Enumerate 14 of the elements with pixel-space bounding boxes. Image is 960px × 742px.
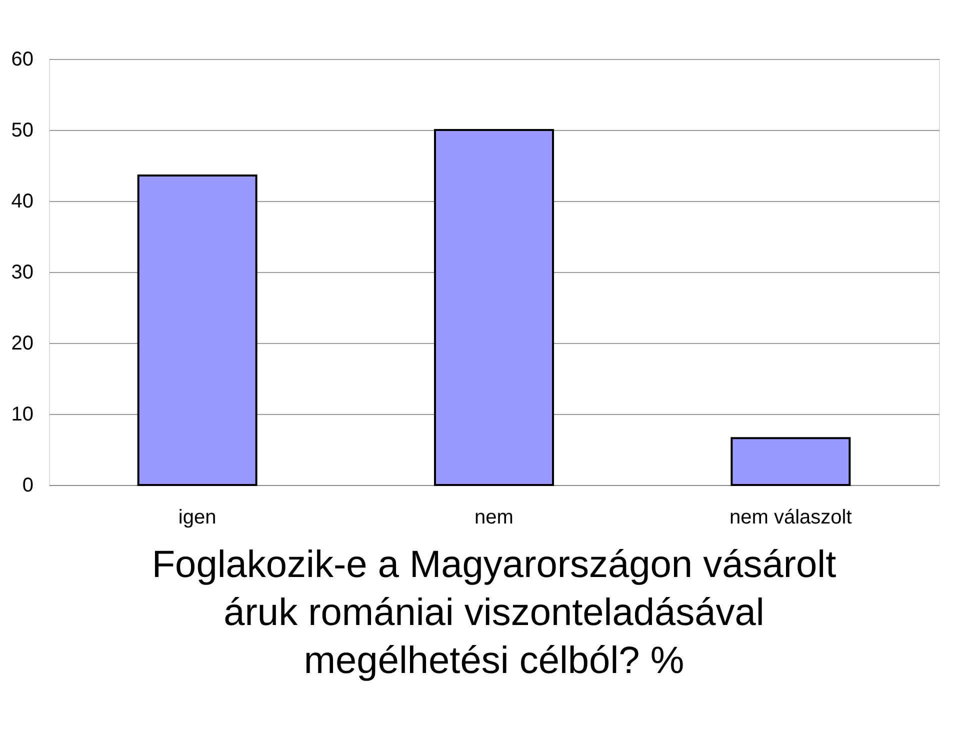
y-tick-label: 20 — [11, 332, 34, 354]
text: Foglakozik-e a Magyarországon vásárolt áruk romániai viszonteladásával megélhetési célból? % — [152, 544, 837, 682]
bar — [434, 129, 554, 486]
y-tick-label: 50 — [11, 120, 34, 142]
x-tick-label: igen — [178, 506, 216, 528]
x-tick-label: nem válaszolt — [730, 506, 852, 528]
bar — [137, 174, 258, 486]
y-tick-label: 30 — [11, 262, 34, 284]
y-tick-label: 10 — [11, 404, 34, 426]
y-tick-label: 0 — [22, 474, 34, 496]
bar — [730, 437, 851, 486]
x-tick-label: nem — [474, 506, 514, 528]
y-tick-label: 40 — [11, 190, 34, 212]
y-tick-label: 60 — [11, 48, 34, 70]
